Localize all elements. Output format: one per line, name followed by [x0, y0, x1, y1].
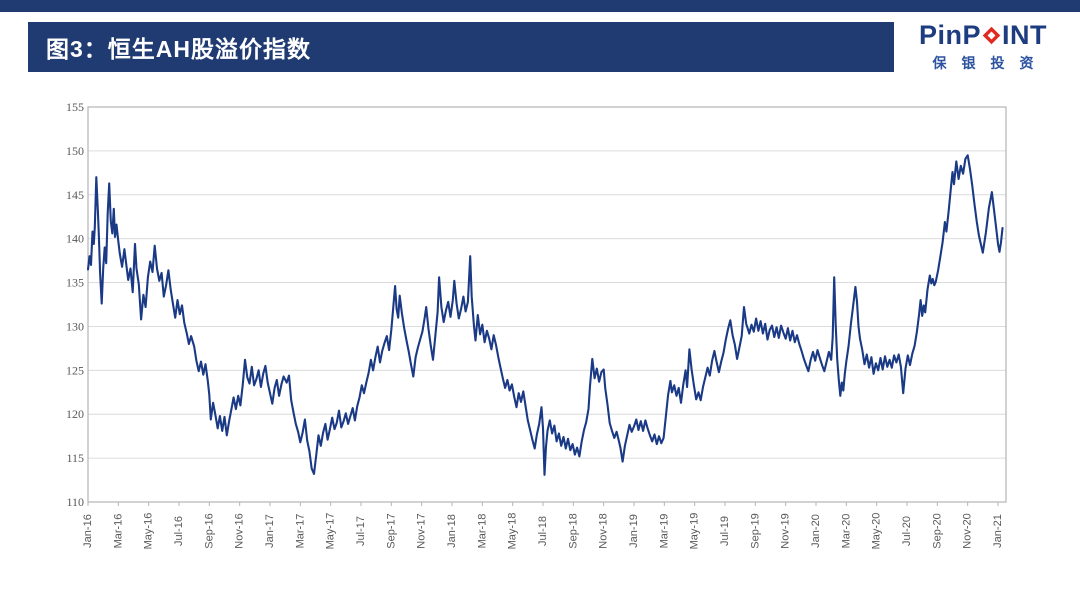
- plot-border: [87, 106, 1007, 503]
- x-tick-label: Jan-17: [264, 514, 276, 548]
- x-tick-label: Mar-18: [476, 514, 488, 549]
- x-tick-label: Sep-16: [203, 513, 215, 548]
- brand-suffix: INT: [1002, 20, 1047, 50]
- brand-prefix: PinP: [918, 20, 981, 50]
- pinpoint-diamond-icon: [982, 26, 1001, 45]
- y-tick-label: 120: [66, 407, 84, 421]
- x-tick-label: Mar-19: [658, 514, 670, 549]
- x-tick-label: May-18: [507, 513, 519, 550]
- x-tick-label: Jan-16: [82, 514, 94, 548]
- x-tick-label: Jan-18: [446, 514, 458, 548]
- figure-title: 图3：恒生AH股溢价指数: [46, 36, 312, 62]
- x-tick-label: Jan-20: [810, 514, 822, 548]
- x-tick-label: Nov-17: [416, 513, 428, 548]
- x-tick-label: Jul-19: [719, 516, 731, 546]
- x-tick-label: Mar-20: [840, 514, 852, 549]
- top-accent-strip: [0, 0, 1080, 12]
- figure-title-banner: 图3：恒生AH股溢价指数: [28, 22, 894, 72]
- y-tick-label: 110: [66, 495, 84, 509]
- x-tick-label: Nov-19: [780, 513, 792, 548]
- y-tick-label: 135: [66, 276, 84, 290]
- y-tick-label: 150: [66, 144, 84, 158]
- x-tick-label: Nov-20: [962, 513, 974, 548]
- y-tick-label: 130: [66, 319, 84, 333]
- x-tick-label: Jul-18: [537, 516, 549, 546]
- premium-index-line: [86, 154, 1004, 476]
- x-tick-label: Jul-20: [901, 516, 913, 546]
- x-tick-label: Sep-18: [567, 513, 579, 548]
- x-tick-label: Sep-17: [385, 513, 397, 548]
- x-tick-label: May-17: [325, 513, 337, 550]
- pinpoint-logo: PinP INT 保银投资: [908, 20, 1058, 73]
- x-tick-label: Nov-18: [598, 513, 610, 548]
- x-tick-label: May-20: [871, 513, 883, 550]
- y-tick-label: 125: [66, 363, 84, 377]
- x-tick-label: May-16: [143, 513, 155, 550]
- x-tick-label: Mar-16: [112, 514, 124, 549]
- x-tick-label: Mar-17: [294, 514, 306, 549]
- y-tick-label: 145: [66, 188, 84, 202]
- x-tick-label: May-19: [689, 513, 701, 550]
- pinpoint-brand-text: PinP INT: [908, 20, 1058, 50]
- x-tick-label: Jul-16: [173, 516, 185, 546]
- pinpoint-cn-text: 保银投资: [932, 55, 1049, 71]
- x-tick-label: Jul-17: [355, 516, 367, 546]
- x-tick-label: Nov-16: [234, 513, 246, 548]
- y-tick-label: 115: [66, 451, 84, 465]
- y-tick-label: 140: [66, 232, 84, 246]
- y-tick-label: 155: [66, 100, 84, 114]
- x-tick-label: Jan-19: [628, 514, 640, 548]
- x-tick-label: Sep-20: [931, 513, 943, 548]
- x-tick-label: Jan-21: [992, 514, 1004, 548]
- x-tick-label: Sep-19: [749, 513, 761, 548]
